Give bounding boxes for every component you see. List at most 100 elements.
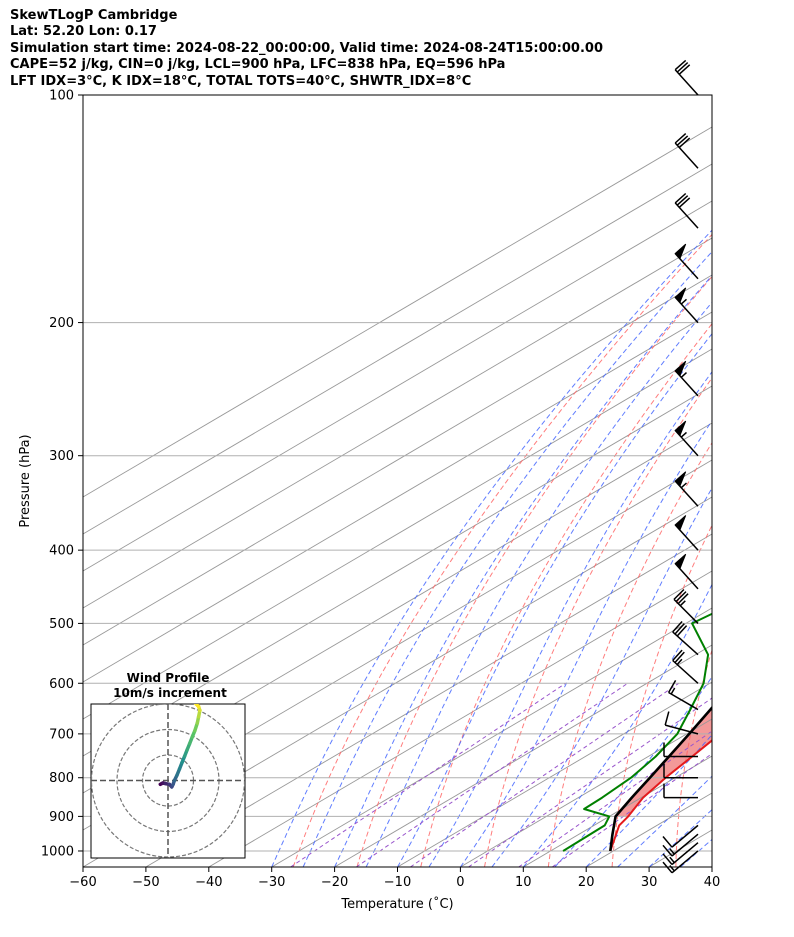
- dewpoint-line: [562, 612, 712, 852]
- mixing-ratio-line: [468, 697, 712, 867]
- wind-barb-full: [678, 64, 691, 75]
- wind-barb: [674, 360, 699, 397]
- x-tick-label: 0: [456, 875, 464, 890]
- isotherm-line: [208, 570, 712, 867]
- wind-barb-half: [669, 848, 675, 855]
- wind-barb: [674, 192, 699, 229]
- dry-adiabat-line: [611, 524, 712, 867]
- wind-barb-staff: [668, 691, 699, 711]
- wind-barb: [673, 588, 699, 624]
- wind-barb-flag: [674, 287, 687, 304]
- wind-barb-full: [674, 623, 685, 635]
- wind-barb-staff: [671, 824, 699, 848]
- wind-barb-staff: [671, 842, 699, 866]
- wind-barb-full: [673, 588, 685, 600]
- wind-barb-full: [674, 192, 687, 204]
- wind-barb: [674, 553, 699, 590]
- isotherm-line: [83, 274, 712, 646]
- wind-barb-half: [680, 482, 688, 489]
- wind-barb: [663, 763, 699, 779]
- y-tick-label: 800: [49, 771, 74, 786]
- y-tick-label: 400: [49, 544, 74, 559]
- wind-barb-staff: [674, 202, 699, 229]
- wind-barb-full: [664, 711, 670, 726]
- isotherm-line: [83, 348, 712, 720]
- wind-barb-full: [675, 591, 687, 603]
- y-tick-label: 600: [49, 677, 74, 692]
- x-tick-label: −10: [384, 875, 411, 890]
- wind-barb-flag: [674, 515, 687, 532]
- chart-header: SkewTLogP Cambridge Lat: 52.20 Lon: 0.17…: [10, 8, 603, 90]
- wind-barb: [662, 824, 699, 848]
- x-tick-label: −20: [321, 875, 348, 890]
- x-tick-label: −60: [69, 875, 96, 890]
- stability-indices-2: LFT IDX=3°C, K IDX=18°C, TOTAL TOTS=40°C…: [10, 73, 472, 89]
- wind-barb-half: [669, 865, 675, 872]
- sounding-profiles: [562, 612, 712, 852]
- wind-barb: [674, 515, 699, 551]
- wind-barb-full: [676, 625, 688, 637]
- wind-barb-flag: [674, 471, 687, 488]
- wind-barb-full: [676, 135, 689, 146]
- x-tick-label: 30: [641, 875, 658, 890]
- location-coords: Lat: 52.20 Lon: 0.17: [10, 24, 157, 40]
- chart-title: SkewTLogP Cambridge: [10, 8, 178, 23]
- wind-barb-full: [667, 680, 677, 693]
- isotherm-line: [775, 95, 794, 867]
- wind-barb-half: [680, 298, 688, 305]
- y-tick-label: 700: [49, 727, 74, 742]
- simulation-times: Simulation start time: 2024-08-22_00:00:…: [10, 40, 603, 56]
- wind-barb: [663, 783, 699, 799]
- isotherm-line: [145, 533, 712, 867]
- wind-barb: [664, 711, 699, 735]
- wind-barb: [662, 842, 699, 866]
- dry-adiabat-line: [292, 233, 712, 867]
- temperature-line: [609, 739, 712, 852]
- wind-barb-full: [662, 853, 673, 865]
- wind-barb-full: [662, 836, 673, 848]
- stability-indices-1: CAPE=52 j/kg, CIN=0 j/kg, LCL=900 hPa, L…: [10, 57, 506, 73]
- x-tick-label: 40: [704, 875, 721, 890]
- wind-barb-half: [669, 856, 675, 864]
- isotherm-line: [83, 163, 712, 535]
- wind-barb-staff: [672, 659, 699, 684]
- wind-barb: [672, 649, 699, 684]
- isotherm-line: [83, 311, 712, 683]
- wind-barb-staff: [673, 598, 699, 624]
- y-axis-title: Pressure (hPa): [18, 434, 33, 527]
- wind-barb-half: [670, 687, 676, 695]
- wind-barb-flag: [674, 553, 687, 570]
- isotherm-line: [83, 126, 712, 498]
- hodograph-content: [91, 704, 245, 858]
- wind-barb-full: [662, 844, 673, 857]
- wind-barb-staff: [671, 850, 699, 874]
- wind-barb-full: [674, 133, 687, 144]
- axes: −60 −50 −40 −30 −20 −10 0 10 20 30 40 1000 900 800 700…: [18, 89, 720, 913]
- wind-barb-staff: [674, 142, 699, 169]
- wind-barb: [667, 680, 699, 711]
- wind-barb-full: [674, 651, 685, 663]
- wind-barb: [662, 833, 699, 857]
- wind-barb-staff: [674, 69, 699, 96]
- wind-barb: [672, 620, 699, 656]
- wind-barb: [674, 287, 699, 324]
- wind-barb: [663, 742, 699, 758]
- isotherm-line: [271, 607, 712, 867]
- isotherm-line: [83, 496, 712, 867]
- isotherm-line: [711, 866, 712, 867]
- isotherm-line: [83, 237, 712, 609]
- wind-barb-full: [678, 197, 691, 208]
- mixing-ratio-line: [410, 682, 679, 867]
- mixing-ratio-line: [518, 730, 712, 867]
- wind-barb: [674, 471, 699, 507]
- wind-barb-full: [672, 620, 683, 633]
- y-tick-label: 200: [49, 316, 74, 331]
- moist-adiabat-line: [711, 866, 712, 867]
- dry-adiabat-line: [356, 275, 712, 867]
- wind-barb-flag: [674, 420, 687, 437]
- wind-barb-staff: [671, 833, 699, 857]
- wind-barb-staff: [665, 724, 699, 735]
- x-tick-label: 20: [578, 875, 595, 890]
